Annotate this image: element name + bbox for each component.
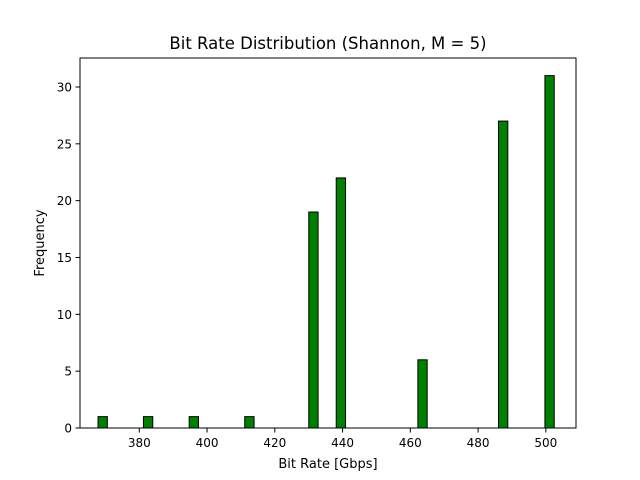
- y-tick-label: 20: [57, 194, 72, 208]
- y-axis-ticks: 0 5 10 15 20 25 30: [57, 80, 80, 436]
- y-tick-label: 10: [57, 308, 72, 322]
- x-tick-label: 500: [534, 436, 557, 450]
- histogram-bar: [188, 416, 199, 429]
- histogram-bar: [498, 120, 509, 429]
- x-tick-label: 480: [467, 436, 490, 450]
- y-axis-label: Frequency: [33, 209, 48, 276]
- histogram-bar: [417, 359, 428, 429]
- histogram-bar: [244, 416, 255, 429]
- histogram-bar: [544, 75, 555, 429]
- histogram-bar: [142, 416, 154, 429]
- bars-group: [97, 75, 555, 429]
- histogram-bar: [335, 177, 347, 429]
- y-tick-label: 15: [57, 251, 72, 265]
- x-tick-label: 420: [263, 436, 286, 450]
- x-tick-label: 400: [196, 436, 219, 450]
- x-tick-label: 460: [399, 436, 422, 450]
- histogram-bar: [308, 211, 319, 429]
- y-tick-label: 30: [57, 80, 72, 94]
- y-tick-label: 25: [57, 137, 72, 151]
- x-axis-label: Bit Rate [Gbps]: [278, 457, 377, 472]
- x-axis-ticks: 380 400 420 440 460 480 500: [128, 428, 557, 450]
- y-tick-label: 0: [64, 422, 72, 436]
- histogram-bar: [97, 416, 108, 429]
- chart-title: Bit Rate Distribution (Shannon, M = 5): [169, 34, 486, 53]
- x-tick-label: 380: [128, 436, 151, 450]
- plot-frame: [79, 57, 577, 429]
- x-tick-label: 440: [331, 436, 354, 450]
- y-tick-label: 5: [64, 365, 72, 379]
